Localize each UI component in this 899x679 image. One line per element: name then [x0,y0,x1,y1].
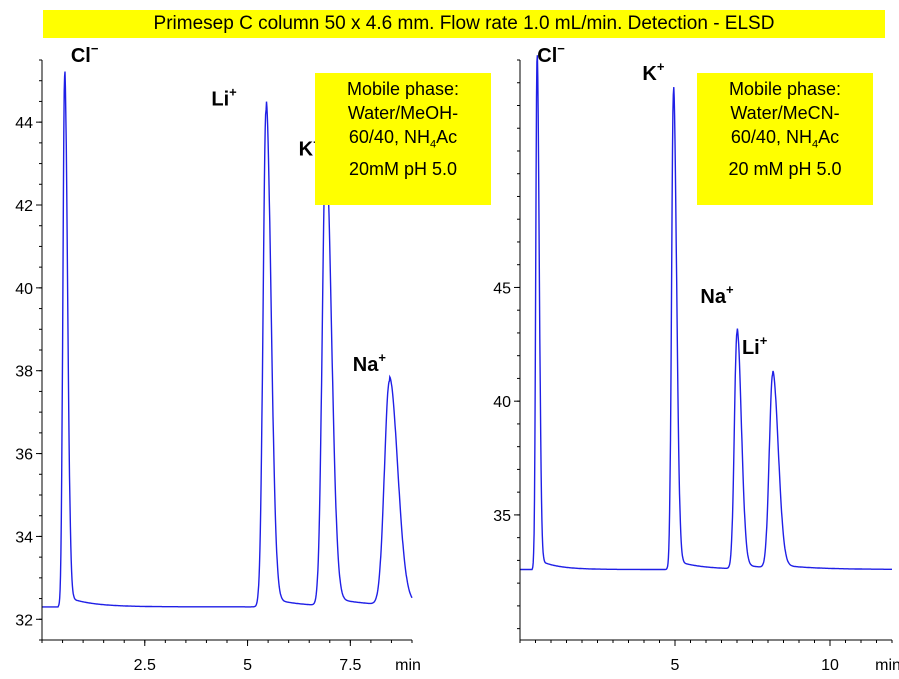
x-axis-unit-label: min [395,657,421,674]
y-tick-label: 42 [15,198,33,215]
x-tick-label: 2.5 [134,657,156,674]
y-tick-label: 34 [15,529,33,546]
conditions-text: Primesep C column 50 x 4.6 mm. Flow rate… [153,13,775,34]
peak-label-cl: Cl− [71,41,99,67]
y-tick-label: 44 [15,115,33,132]
y-tick-label: 45 [493,280,511,297]
trace-line-right [520,55,892,571]
mobile-phase-line-2: Water/MeCN- [730,103,840,123]
mobile-phase-box-right: Mobile phase: Water/MeCN- 60/40, NH4Ac 2… [697,73,873,205]
peak-label-na: Na+ [353,350,387,376]
mobile-phase-line-3: 60/40, NH4Ac [730,127,840,151]
y-tick-label: 36 [15,447,33,464]
y-tick-label: 32 [15,612,33,629]
chromatogram-right: 35 40 45 5 10 min Cl− K+ Na+ Li+ [493,41,899,674]
y-tick-label: 40 [493,394,511,411]
mobile-phase-line-4: 20 mM pH 5.0 [728,158,842,179]
y-tick-label: 40 [15,281,33,298]
peak-label-li: Li+ [742,333,768,359]
peak-label-na: Na+ [700,282,734,308]
mobile-phase-line-3: 60/40, NH4Ac [348,127,458,151]
mobile-phase-line-4: 20mM pH 5.0 [348,158,458,179]
x-tick-label: 5 [671,657,680,674]
x-tick-label: 7.5 [339,657,361,674]
x-tick-label: 5 [243,657,252,674]
peak-label-li: Li+ [211,85,237,111]
chromatography-conditions-banner: Primesep C column 50 x 4.6 mm. Flow rate… [43,10,885,38]
peak-label-k: K+ [642,59,664,85]
mobile-phase-box-left: Mobile phase: Water/MeOH- 60/40, NH4Ac 2… [315,73,491,205]
y-tick-label: 38 [15,364,33,381]
x-axis-unit-label: min [875,657,899,674]
x-tick-label: 10 [821,657,839,674]
trace-line-left [42,71,413,608]
y-tick-label: 35 [493,508,511,525]
peak-label-cl: Cl− [537,41,565,67]
mobile-phase-line-1: Mobile phase: [728,79,842,99]
mobile-phase-line-2: Water/MeOH- [347,103,459,123]
mobile-phase-line-1: Mobile phase: [346,79,460,99]
